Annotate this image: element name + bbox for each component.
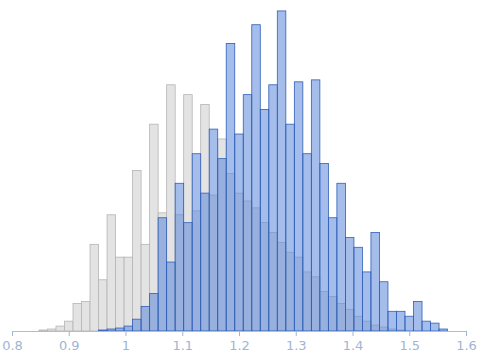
svg-text:1.3: 1.3 (286, 338, 307, 353)
svg-text:0.8: 0.8 (2, 338, 23, 353)
svg-text:1.5: 1.5 (399, 338, 420, 353)
svg-text:1.1: 1.1 (172, 338, 193, 353)
svg-text:1.6: 1.6 (456, 338, 477, 353)
svg-text:1: 1 (122, 338, 130, 353)
svg-text:1.4: 1.4 (343, 338, 364, 353)
svg-text:1.2: 1.2 (229, 338, 250, 353)
svg-text:0.9: 0.9 (59, 338, 80, 353)
